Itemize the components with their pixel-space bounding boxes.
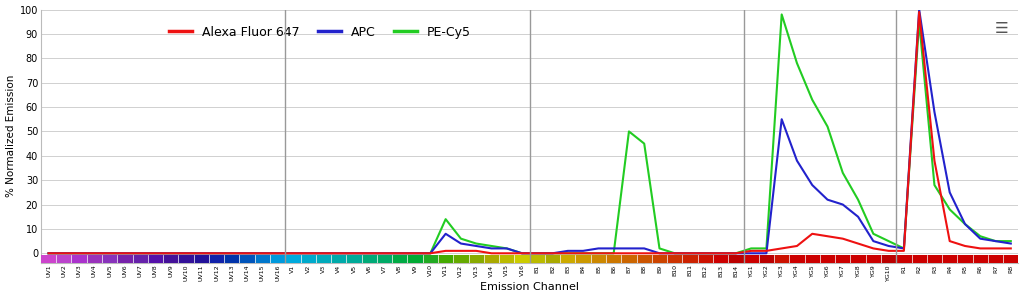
APC <box>577 249 589 253</box>
APC <box>1005 242 1017 245</box>
Bar <box>667 254 682 263</box>
Bar <box>377 254 392 263</box>
X-axis label: Emission Channel: Emission Channel <box>480 283 580 292</box>
Alexa Fluor 647 <box>653 252 666 255</box>
Bar <box>499 254 514 263</box>
Legend: Alexa Fluor 647, APC, PE-Cy5: Alexa Fluor 647, APC, PE-Cy5 <box>165 21 476 44</box>
Bar <box>697 254 713 263</box>
Bar <box>102 254 117 263</box>
Bar <box>713 254 728 263</box>
Bar <box>41 254 56 263</box>
PE-Cy5 <box>577 252 589 255</box>
Bar <box>361 254 377 263</box>
APC <box>516 252 528 255</box>
Bar <box>438 254 454 263</box>
Bar <box>163 254 178 263</box>
Bar <box>850 254 865 263</box>
PE-Cy5 <box>669 252 681 255</box>
Alexa Fluor 647 <box>913 10 926 14</box>
Bar <box>728 254 743 263</box>
Bar <box>973 254 988 263</box>
PE-Cy5 <box>775 13 787 16</box>
PE-Cy5 <box>42 252 54 255</box>
APC <box>165 252 177 255</box>
Alexa Fluor 647 <box>1005 247 1017 250</box>
Bar <box>270 254 286 263</box>
Bar <box>927 254 942 263</box>
Alexa Fluor 647 <box>42 252 54 255</box>
Bar <box>147 254 163 263</box>
Bar <box>72 254 87 263</box>
Bar <box>117 254 132 263</box>
Bar <box>454 254 469 263</box>
APC <box>42 252 54 255</box>
Bar <box>469 254 483 263</box>
Bar <box>790 254 805 263</box>
Bar <box>178 254 194 263</box>
Bar <box>529 254 545 263</box>
Text: ☰: ☰ <box>995 21 1009 36</box>
Bar <box>957 254 973 263</box>
Bar <box>560 254 575 263</box>
Bar <box>591 254 606 263</box>
Bar <box>209 254 224 263</box>
Bar <box>575 254 591 263</box>
APC <box>913 8 926 11</box>
Y-axis label: % Normalized Emission: % Normalized Emission <box>5 75 15 198</box>
Bar <box>988 254 1004 263</box>
PE-Cy5 <box>653 247 666 250</box>
Bar <box>637 254 652 263</box>
Alexa Fluor 647 <box>439 249 452 253</box>
Bar <box>224 254 240 263</box>
Bar <box>911 254 927 263</box>
Bar <box>286 254 300 263</box>
Bar <box>622 254 637 263</box>
Bar <box>743 254 759 263</box>
Bar <box>805 254 820 263</box>
APC <box>669 252 681 255</box>
Line: Alexa Fluor 647: Alexa Fluor 647 <box>48 12 1011 253</box>
PE-Cy5 <box>1005 239 1017 243</box>
Bar <box>682 254 697 263</box>
Bar <box>652 254 667 263</box>
PE-Cy5 <box>516 252 528 255</box>
Bar <box>836 254 850 263</box>
Bar <box>346 254 361 263</box>
Bar <box>514 254 529 263</box>
APC <box>653 252 666 255</box>
Bar <box>87 254 102 263</box>
PE-Cy5 <box>439 217 452 221</box>
Bar <box>300 254 315 263</box>
Bar <box>545 254 560 263</box>
Bar <box>255 254 270 263</box>
Bar <box>194 254 209 263</box>
Bar <box>315 254 331 263</box>
Bar <box>132 254 147 263</box>
Bar <box>1004 254 1019 263</box>
Alexa Fluor 647 <box>577 252 589 255</box>
Alexa Fluor 647 <box>516 252 528 255</box>
Line: PE-Cy5: PE-Cy5 <box>48 14 1011 253</box>
Bar <box>408 254 423 263</box>
Bar <box>606 254 622 263</box>
Bar <box>942 254 957 263</box>
Bar <box>820 254 836 263</box>
Bar <box>392 254 408 263</box>
Bar <box>423 254 438 263</box>
Bar <box>331 254 346 263</box>
Line: APC: APC <box>48 10 1011 253</box>
Bar <box>774 254 790 263</box>
Bar <box>483 254 499 263</box>
Bar <box>865 254 881 263</box>
Bar <box>896 254 911 263</box>
Bar <box>56 254 72 263</box>
Bar <box>881 254 896 263</box>
Bar <box>759 254 774 263</box>
Alexa Fluor 647 <box>165 252 177 255</box>
APC <box>439 232 452 236</box>
Bar <box>240 254 255 263</box>
PE-Cy5 <box>165 252 177 255</box>
Alexa Fluor 647 <box>669 252 681 255</box>
